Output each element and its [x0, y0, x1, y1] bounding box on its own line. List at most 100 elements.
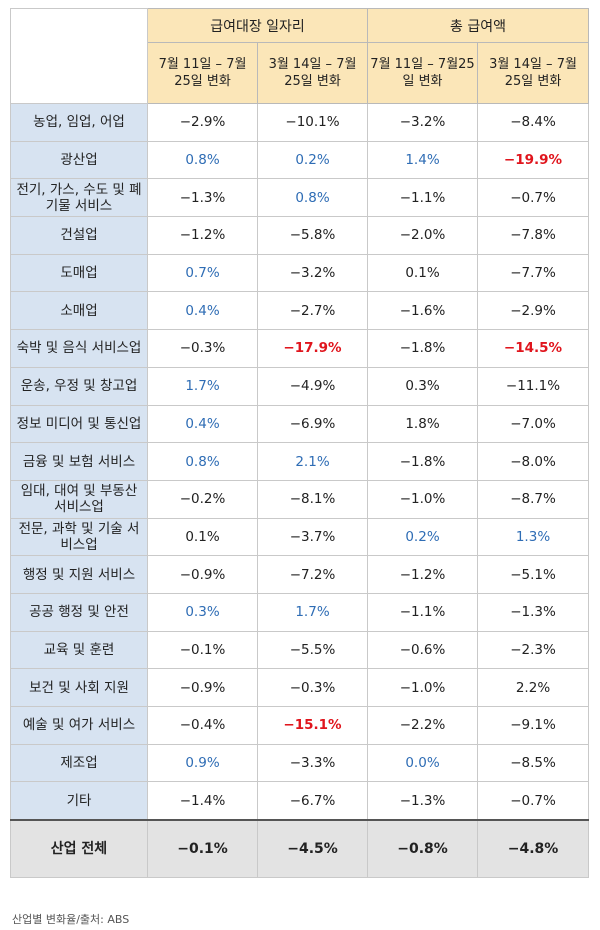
industry-label: 예술 및 여가 서비스	[10, 706, 148, 745]
industry-label: 소매업	[10, 291, 148, 331]
value-cell: 0.4%	[147, 291, 258, 331]
value-cell: −17.9%	[257, 329, 368, 368]
value-cell: −3.2%	[257, 253, 368, 293]
value-cell: 0.8%	[257, 178, 368, 218]
value-cell: −0.4%	[147, 706, 258, 745]
industry-label: 도매업	[10, 253, 148, 293]
industry-label: 건설업	[10, 216, 148, 255]
value-cell: −2.3%	[476, 630, 590, 670]
industry-label: 공공 행정 및 안전	[10, 592, 148, 632]
industry-label: 전기, 가스, 수도 및 폐기물 서비스	[10, 178, 148, 218]
value-cell: 1.7%	[257, 592, 368, 632]
value-cell: −9.1%	[476, 706, 590, 745]
value-cell: −10.1%	[257, 103, 368, 142]
value-cell: −2.9%	[147, 103, 258, 142]
source-caption: 산업별 변화율/출처: ABS	[12, 913, 130, 926]
industry-label: 행정 및 지원 서비스	[10, 555, 148, 594]
table-row: 보건 및 사회 지원 −0.9% −0.3% −1.0% 2.2%	[10, 668, 590, 707]
value-cell: −5.8%	[257, 216, 368, 255]
value-cell: 2.1%	[257, 442, 368, 481]
value-cell: −0.3%	[147, 329, 258, 368]
table-row: 숙박 및 음식 서비스업 −0.3% −17.9% −1.8% −14.5%	[10, 329, 590, 368]
table-row: 예술 및 여가 서비스 −0.4% −15.1% −2.2% −9.1%	[10, 706, 590, 745]
value-cell: −8.4%	[476, 103, 590, 142]
sub-header: 7월 11일 – 7월25일 변화	[367, 42, 478, 104]
total-value-cell: −4.5%	[257, 819, 368, 879]
value-cell: 0.2%	[367, 517, 478, 557]
value-cell: −8.7%	[476, 479, 590, 519]
total-label: 산업 전체	[10, 819, 148, 879]
table-row: 제조업 0.9% −3.3% 0.0% −8.5%	[10, 743, 590, 783]
value-cell: −0.9%	[147, 555, 258, 594]
value-cell: −1.6%	[367, 291, 478, 331]
value-cell: −1.8%	[367, 329, 478, 368]
value-cell: 2.2%	[476, 668, 590, 707]
value-cell: 0.0%	[367, 743, 478, 783]
value-cell: 0.2%	[257, 140, 368, 180]
table-row: 건설업 −1.2% −5.8% −2.0% −7.8%	[10, 216, 590, 255]
value-cell: −2.9%	[476, 291, 590, 331]
industry-label: 금융 및 보험 서비스	[10, 442, 148, 481]
value-cell: −6.7%	[257, 781, 368, 821]
value-cell: 0.3%	[367, 366, 478, 406]
table-row: 운송, 우정 및 창고업 1.7% −4.9% 0.3% −11.1%	[10, 366, 590, 406]
value-cell: 1.4%	[367, 140, 478, 180]
value-cell: −0.2%	[147, 479, 258, 519]
value-cell: −3.2%	[367, 103, 478, 142]
table-row: 전기, 가스, 수도 및 폐기물 서비스 −1.3% 0.8% −1.1% −0.7%	[10, 178, 590, 218]
table-row: 금융 및 보험 서비스 0.8% 2.1% −1.8% −8.0%	[10, 442, 590, 481]
value-cell: −5.1%	[476, 555, 590, 594]
value-cell: 0.3%	[147, 592, 258, 632]
industry-label: 농업, 임업, 어업	[10, 103, 148, 142]
value-cell: −1.3%	[476, 592, 590, 632]
industry-label: 보건 및 사회 지원	[10, 668, 148, 707]
industry-label: 정보 미디어 및 통신업	[10, 404, 148, 444]
value-cell: −1.2%	[147, 216, 258, 255]
sub-header: 3월 14일 – 7월 25일 변화	[476, 42, 590, 104]
value-cell: −5.5%	[257, 630, 368, 670]
value-cell: −14.5%	[476, 329, 590, 368]
table-row: 기타 −1.4% −6.7% −1.3% −0.7%	[10, 781, 590, 821]
value-cell: −3.7%	[257, 517, 368, 557]
corner-cell	[10, 8, 148, 104]
industry-label: 숙박 및 음식 서비스업	[10, 329, 148, 368]
table-row: 전문, 과학 및 기술 서비스업 0.1% −3.7% 0.2% 1.3%	[10, 517, 590, 557]
table-row: 교육 및 훈련 −0.1% −5.5% −0.6% −2.3%	[10, 630, 590, 670]
value-cell: −1.8%	[367, 442, 478, 481]
industry-label: 임대, 대여 및 부동산 서비스업	[10, 479, 148, 519]
value-cell: −1.3%	[367, 781, 478, 821]
value-cell: −15.1%	[257, 706, 368, 745]
value-cell: 0.7%	[147, 253, 258, 293]
value-cell: −0.9%	[147, 668, 258, 707]
table-row: 임대, 대여 및 부동산 서비스업 −0.2% −8.1% −1.0% −8.7%	[10, 479, 590, 519]
sub-header: 3월 14일 – 7월 25일 변화	[257, 42, 368, 104]
value-cell: −2.0%	[367, 216, 478, 255]
value-cell: −1.0%	[367, 479, 478, 519]
total-value-cell: −4.8%	[476, 819, 590, 879]
value-cell: −2.2%	[367, 706, 478, 745]
value-cell: −1.1%	[367, 592, 478, 632]
value-cell: 0.1%	[147, 517, 258, 557]
group-header-total-wages: 총 급여액	[366, 8, 590, 43]
value-cell: −0.7%	[476, 781, 590, 821]
value-cell: −1.4%	[147, 781, 258, 821]
industry-label: 운송, 우정 및 창고업	[10, 366, 148, 406]
value-cell: −0.3%	[257, 668, 368, 707]
table-row: 소매업 0.4% −2.7% −1.6% −2.9%	[10, 291, 590, 331]
value-cell: −8.5%	[476, 743, 590, 783]
value-cell: −1.2%	[367, 555, 478, 594]
value-cell: 0.8%	[147, 442, 258, 481]
value-cell: 1.8%	[367, 404, 478, 444]
value-cell: −6.9%	[257, 404, 368, 444]
value-cell: 0.1%	[367, 253, 478, 293]
industry-label: 전문, 과학 및 기술 서비스업	[10, 517, 148, 557]
sub-header: 7월 11일 – 7월 25일 변화	[147, 42, 258, 104]
change-table: 급여대장 일자리 총 급여액 7월 11일 – 7월 25일 변화 3월 14일…	[10, 8, 590, 879]
value-cell: −1.3%	[147, 178, 258, 218]
value-cell: 0.9%	[147, 743, 258, 783]
total-value-cell: −0.8%	[367, 819, 478, 879]
total-row: 산업 전체 −0.1% −4.5% −0.8% −4.8%	[10, 819, 590, 879]
table-row: 행정 및 지원 서비스 −0.9% −7.2% −1.2% −5.1%	[10, 555, 590, 594]
table-row: 농업, 임업, 어업 −2.9% −10.1% −3.2% −8.4%	[10, 103, 590, 142]
value-cell: −0.1%	[147, 630, 258, 670]
